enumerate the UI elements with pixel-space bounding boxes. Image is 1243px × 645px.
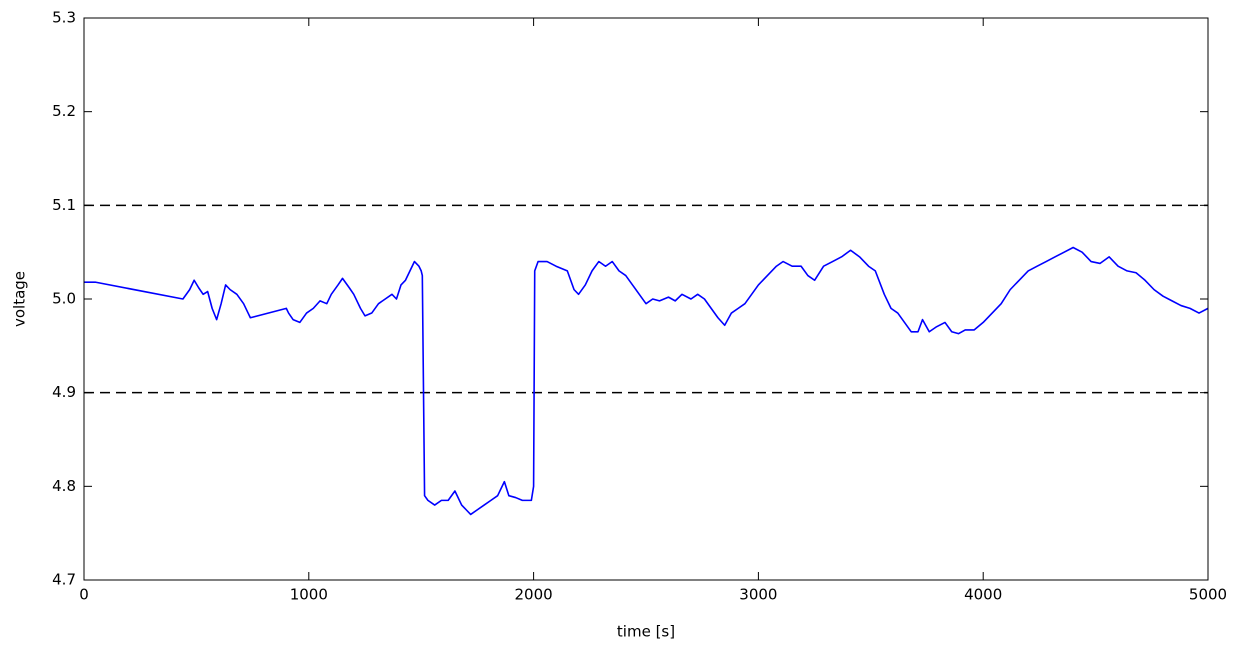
x-tick-label: 0 [79, 586, 89, 604]
y-tick-label: 5.2 [52, 102, 76, 120]
data-line [84, 246, 1209, 516]
x-tick-label: 5000 [1189, 586, 1227, 604]
y-tick-label: 5.1 [52, 196, 76, 214]
y-tick-label: 5.0 [52, 290, 76, 308]
y-axis-label: voltage [11, 271, 29, 327]
y-tick-label: 4.8 [52, 477, 76, 495]
x-tick-label: 1000 [290, 586, 328, 604]
plot-frame [83, 17, 1209, 581]
x-axis-label: time [s] [617, 623, 675, 641]
y-tick-label: 4.7 [52, 571, 76, 589]
y-tick-label: 4.9 [52, 383, 76, 401]
y-tick-label: 5.3 [52, 9, 76, 27]
x-tick-label: 4000 [964, 586, 1002, 604]
x-tick-label: 3000 [739, 586, 777, 604]
x-tick-label: 2000 [515, 586, 553, 604]
